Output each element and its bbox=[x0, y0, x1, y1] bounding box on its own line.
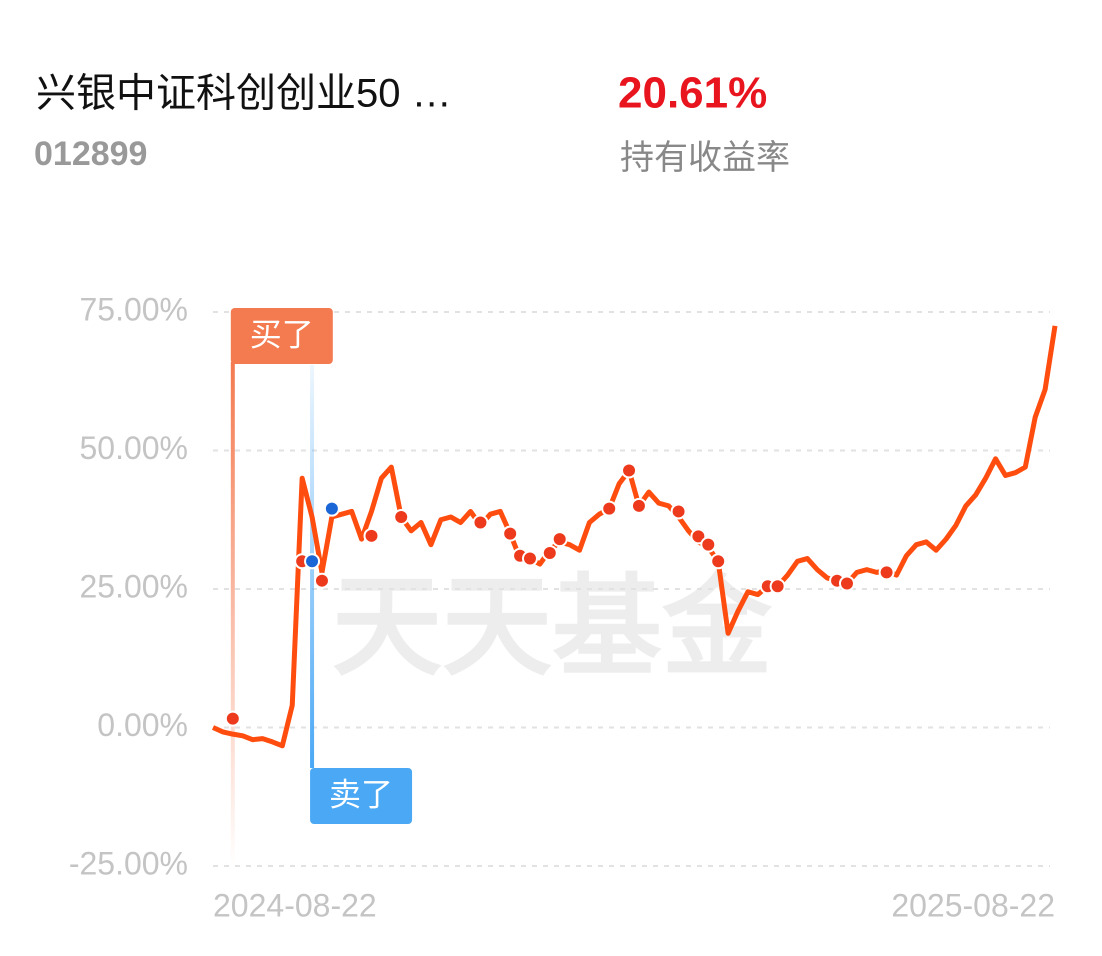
buy-point bbox=[224, 710, 241, 727]
buy-point bbox=[630, 497, 647, 514]
buy-point bbox=[878, 564, 895, 581]
marker-line bbox=[230, 362, 235, 866]
buy-point bbox=[769, 578, 786, 595]
x-tick-label: 2025-08-22 bbox=[891, 887, 1055, 923]
return-label: 持有收益率 bbox=[620, 139, 790, 177]
sell-point bbox=[304, 553, 321, 570]
buy-point bbox=[601, 500, 618, 517]
buy-point bbox=[670, 503, 687, 520]
buy-point bbox=[313, 572, 330, 589]
buy-point bbox=[502, 525, 519, 542]
buy-point bbox=[690, 528, 707, 545]
buy-point bbox=[521, 550, 538, 567]
buy-point bbox=[363, 527, 380, 544]
y-tick-label: -25.00% bbox=[69, 845, 188, 881]
buy-point bbox=[838, 575, 855, 592]
flag bbox=[230, 308, 333, 364]
buy-point bbox=[551, 531, 568, 548]
flag-label: 买了 bbox=[250, 316, 314, 352]
y-tick-label: 75.00% bbox=[79, 291, 188, 327]
y-tick-label: 25.00% bbox=[79, 568, 188, 604]
buy-point bbox=[621, 462, 638, 479]
fund-title: 兴银中证科创创业50 … bbox=[36, 72, 452, 116]
buy-point bbox=[472, 514, 489, 531]
sell-point bbox=[323, 500, 340, 517]
return-value: 20.61% bbox=[618, 69, 767, 118]
watermark: 天天基金 bbox=[332, 566, 773, 689]
y-tick-label: 50.00% bbox=[79, 430, 188, 466]
buy-point bbox=[541, 544, 558, 561]
series-line bbox=[211, 325, 1058, 749]
flag bbox=[310, 768, 413, 824]
buy-point bbox=[700, 536, 717, 553]
buy-point bbox=[710, 553, 727, 570]
flag-label: 卖了 bbox=[329, 776, 393, 812]
buy-point bbox=[393, 508, 410, 525]
y-tick-label: 0.00% bbox=[97, 707, 188, 743]
fund-code: 012899 bbox=[34, 135, 147, 173]
x-tick-label: 2024-08-22 bbox=[213, 887, 377, 923]
